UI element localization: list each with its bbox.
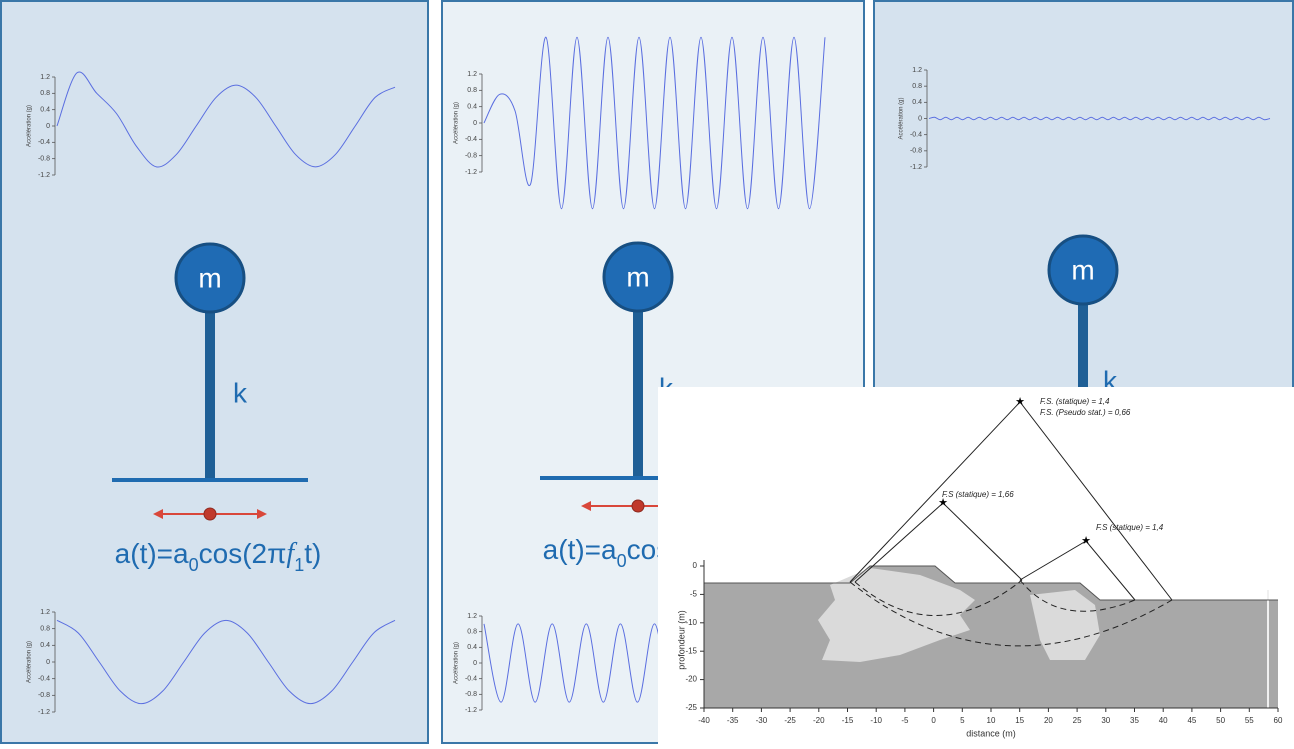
- y-tick-label: 0: [46, 659, 50, 666]
- spring-rod: [633, 307, 643, 478]
- y-tick-label: -0.8: [910, 148, 922, 155]
- y-axis-label: Accélération (g): [27, 105, 33, 147]
- y-tick-label: -0.8: [465, 691, 477, 698]
- y-axis-label: Accélération (g): [454, 642, 460, 684]
- y-tick-label: 0.8: [467, 87, 477, 94]
- y-tick-label: -5: [690, 590, 698, 599]
- formula-part: t): [304, 538, 321, 569]
- y-tick-label: 1.2: [467, 71, 477, 78]
- y-axis-label: Accélération (g): [27, 641, 33, 683]
- x-tick-label: 50: [1216, 716, 1225, 725]
- y-tick-label: -1.2: [38, 709, 50, 716]
- y-tick-label: 0: [473, 120, 477, 127]
- x-tick-label: 15: [1015, 716, 1024, 725]
- y-tick-label: -0.4: [910, 132, 922, 139]
- y-tick-label: 1.2: [467, 613, 477, 620]
- x-tick-label: -15: [842, 716, 854, 725]
- pivot: [204, 508, 216, 520]
- y-tick-label: -0.8: [465, 153, 477, 160]
- y-tick-label: -0.4: [38, 139, 50, 146]
- mass-label: m: [626, 261, 649, 292]
- x-tick-label: 30: [1101, 716, 1110, 725]
- pivot: [632, 500, 644, 512]
- formula: a(t)=a0cos(2πf1t): [115, 538, 322, 574]
- y-tick-label: 0.8: [912, 83, 922, 90]
- x-axis-label: distance (m): [966, 728, 1016, 738]
- y-tick-label: -0.4: [38, 676, 50, 683]
- y-tick-label: 0: [693, 561, 698, 570]
- y-tick-label: -1.2: [38, 172, 50, 179]
- y-tick-label: 0.8: [467, 629, 477, 636]
- y-tick-label: -0.4: [465, 136, 477, 143]
- y-tick-label: -20: [685, 675, 697, 684]
- y-tick-label: 0.4: [467, 104, 477, 111]
- y-tick-label: -1.2: [910, 164, 922, 171]
- y-axis-label: profondeur (m): [676, 610, 686, 670]
- x-tick-label: 40: [1159, 716, 1168, 725]
- y-tick-label: 0.4: [40, 642, 50, 649]
- x-tick-label: 20: [1044, 716, 1053, 725]
- y-tick-label: -15: [685, 646, 697, 655]
- annotation: F.S. (statique) = 1,4: [1040, 397, 1110, 406]
- annotation: F.S (statique) = 1,4: [1096, 523, 1164, 532]
- x-tick-label: 0: [931, 716, 936, 725]
- x-tick-label: 60: [1274, 716, 1283, 725]
- slide: mka(t)=a0cos(2πf1t)mka(t)=a0cos(2πf1t)mk…: [0, 0, 1294, 744]
- y-tick-label: 0: [46, 123, 50, 130]
- spring-label: k: [233, 377, 248, 408]
- formula-part: a(t)=a: [543, 534, 617, 565]
- x-tick-label: 5: [960, 716, 965, 725]
- y-tick-label: 1.2: [40, 74, 50, 81]
- x-tick-label: 35: [1130, 716, 1139, 725]
- y-tick-label: -10: [685, 618, 697, 627]
- mass-label: m: [198, 262, 221, 293]
- x-tick-label: 25: [1073, 716, 1082, 725]
- y-tick-label: 1.2: [912, 67, 922, 74]
- y-tick-label: -25: [685, 703, 697, 712]
- spring-rod: [205, 308, 215, 480]
- mass-label: m: [1071, 254, 1094, 285]
- y-tick-label: 0.8: [40, 626, 50, 633]
- x-tick-label: 55: [1245, 716, 1254, 725]
- formula-part: 0: [617, 551, 627, 571]
- x-tick-label: -40: [698, 716, 710, 725]
- y-tick-label: -0.8: [38, 156, 50, 163]
- y-axis-label: Accélération (g): [899, 97, 905, 139]
- x-tick-label: -10: [870, 716, 882, 725]
- x-tick-label: -30: [756, 716, 768, 725]
- y-tick-label: 0: [918, 115, 922, 122]
- x-tick-label: -5: [901, 716, 909, 725]
- y-tick-label: -0.4: [465, 676, 477, 683]
- center-star: ★: [1015, 396, 1025, 408]
- y-tick-label: 0: [473, 660, 477, 667]
- y-tick-label: -1.2: [465, 169, 477, 176]
- x-tick-label: -35: [727, 716, 739, 725]
- formula-part: cos(2π: [199, 538, 287, 569]
- y-tick-label: 0.4: [467, 644, 477, 651]
- x-tick-label: -25: [784, 716, 796, 725]
- center-star: ★: [1081, 535, 1091, 547]
- formula-part: 1: [294, 555, 304, 575]
- y-tick-label: 0.4: [40, 107, 50, 114]
- formula-part: a(t)=a: [115, 538, 189, 569]
- y-tick-label: 0.8: [40, 90, 50, 97]
- y-tick-label: -0.8: [38, 692, 50, 699]
- y-tick-label: 0.4: [912, 99, 922, 106]
- y-axis-label: Accélération (g): [454, 102, 460, 144]
- y-tick-label: 1.2: [40, 609, 50, 616]
- x-tick-label: 10: [987, 716, 996, 725]
- annotation: F.S. (Pseudo stat.) = 0,66: [1040, 408, 1131, 417]
- formula-part: 0: [189, 555, 199, 575]
- x-tick-label: -20: [813, 716, 825, 725]
- y-tick-label: -1.2: [465, 707, 477, 714]
- annotation: F.S (statique) = 1,66: [942, 490, 1014, 499]
- x-tick-label: 45: [1187, 716, 1196, 725]
